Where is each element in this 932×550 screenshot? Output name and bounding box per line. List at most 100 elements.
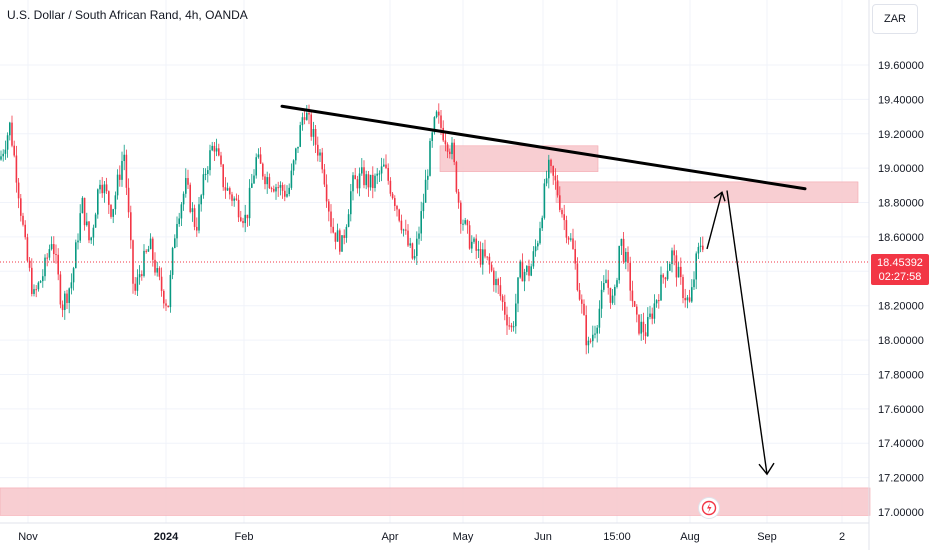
candle-body	[292, 160, 295, 171]
candle-body	[147, 249, 150, 252]
candle-body	[435, 111, 438, 118]
y-tick-label: 19.20000	[878, 129, 924, 141]
candle-body	[35, 289, 37, 291]
candle-body	[563, 214, 565, 221]
candle-body	[303, 117, 306, 120]
logo-icon[interactable]	[698, 497, 720, 519]
candle-body	[28, 260, 31, 268]
y-axis-ticks: 19.60000 19.40000 19.20000 19.00000 18.80000…	[878, 60, 924, 519]
candle-body	[4, 149, 7, 154]
candle-body	[39, 281, 42, 283]
candle-body	[314, 129, 317, 145]
candle-body	[301, 117, 304, 126]
candle-body	[539, 228, 541, 244]
currency-button[interactable]: ZAR	[872, 4, 918, 34]
candle-body	[312, 129, 315, 137]
candle-body	[537, 243, 539, 247]
candle-body	[592, 334, 594, 342]
candle-body	[163, 290, 165, 304]
y-tick-label: 17.60000	[878, 404, 924, 416]
candle-body	[207, 170, 209, 174]
candle-body	[220, 155, 222, 165]
candle-body	[686, 297, 689, 301]
candle-body	[596, 327, 598, 334]
candle-body	[510, 325, 513, 328]
candle-body	[488, 256, 491, 265]
candle-body	[363, 167, 365, 186]
candle-body	[55, 254, 57, 256]
candle-body	[576, 263, 579, 291]
candle-body	[235, 198, 238, 200]
candle-body	[187, 178, 189, 185]
candle-body	[438, 111, 440, 116]
candle-body	[642, 321, 645, 333]
candle-body	[369, 174, 372, 188]
candle-body	[182, 193, 185, 205]
projection-up-arrowhead	[713, 191, 726, 202]
candle-body	[618, 245, 620, 281]
candle-body	[611, 295, 614, 303]
candle-body	[605, 279, 607, 284]
candle-body	[341, 235, 343, 252]
candle-body	[330, 211, 332, 227]
candle-body	[460, 202, 462, 224]
candle-body	[484, 249, 486, 257]
y-tick-label: 18.80000	[878, 198, 924, 210]
y-tick-label: 18.00000	[878, 335, 924, 347]
candle-body	[587, 340, 590, 346]
candle-body	[112, 209, 114, 217]
candle-body	[185, 178, 187, 194]
chart-grid	[0, 0, 869, 523]
y-tick-label: 18.20000	[878, 301, 924, 313]
candle-body	[543, 183, 546, 218]
candle-body	[121, 161, 123, 180]
candle-body	[290, 170, 293, 188]
candle-body	[365, 174, 367, 186]
candle-body	[622, 238, 625, 262]
candle-body	[374, 175, 376, 189]
candle-body	[211, 145, 213, 151]
candle-body	[325, 184, 328, 202]
candle-body	[405, 229, 407, 231]
candle-body	[0, 156, 2, 160]
candle-body	[319, 152, 321, 156]
candle-body	[42, 276, 44, 282]
candle-body	[625, 251, 627, 262]
candle-body	[629, 262, 631, 291]
candle-body	[552, 166, 554, 176]
candle-body	[356, 179, 359, 189]
candle-body	[222, 164, 224, 188]
candles	[0, 103, 704, 355]
candle-body	[15, 155, 18, 183]
candle-body	[229, 188, 231, 195]
candle-body	[475, 238, 477, 251]
candle-body	[171, 248, 174, 275]
candle-body	[567, 237, 570, 240]
candle-body	[174, 238, 176, 249]
candle-body	[444, 140, 447, 145]
candle-body	[671, 250, 673, 265]
candle-body	[493, 270, 495, 286]
candle-body	[684, 298, 686, 301]
candle-body	[215, 148, 218, 152]
candle-body	[422, 202, 425, 212]
candle-body	[209, 150, 211, 171]
candle-body	[334, 232, 337, 242]
candle-body	[572, 238, 574, 250]
candle-body	[614, 286, 616, 296]
candle-body	[466, 220, 469, 226]
candle-body	[409, 243, 411, 246]
candle-body	[501, 296, 504, 302]
candle-body	[424, 179, 427, 203]
candle-body	[198, 204, 200, 231]
candle-body	[354, 175, 356, 180]
candle-body	[259, 154, 262, 164]
candle-body	[636, 306, 638, 315]
candle-body	[108, 191, 110, 205]
candle-body	[581, 299, 583, 304]
zone-rect	[555, 181, 859, 203]
candle-body	[134, 283, 136, 291]
candle-body	[275, 187, 277, 192]
candle-body	[46, 257, 48, 259]
